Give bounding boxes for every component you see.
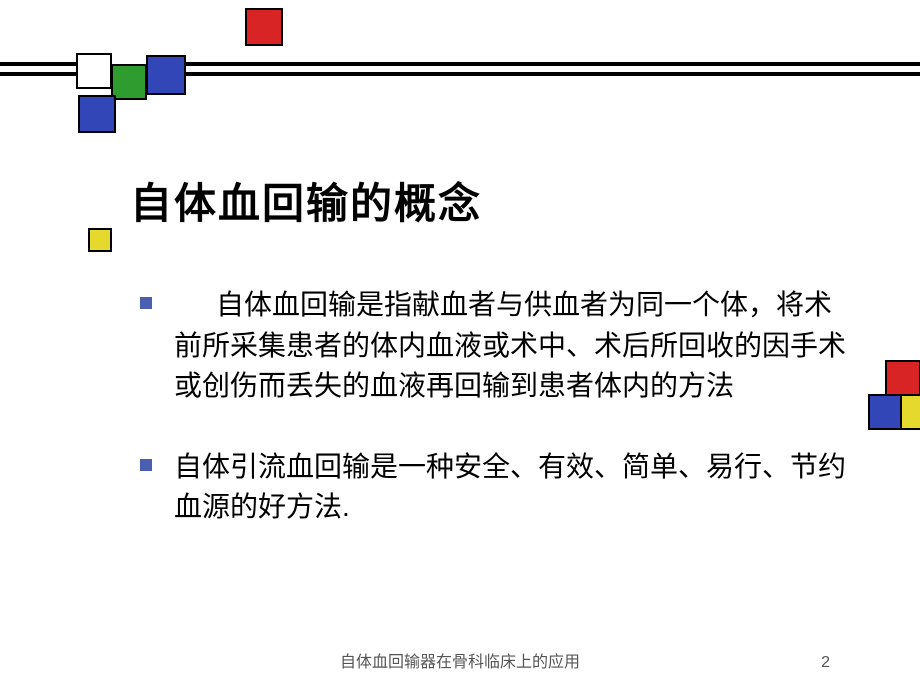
title-accent-square bbox=[88, 228, 112, 252]
bullet-icon bbox=[140, 459, 152, 471]
decor-line bbox=[0, 62, 80, 66]
decor-line bbox=[0, 72, 80, 76]
bullet-item: 自体引流血回输是一种安全、有效、简单、易行、节约血源的好方法. bbox=[140, 447, 850, 528]
decor-square-green bbox=[111, 64, 147, 100]
decor-square-blue bbox=[146, 55, 186, 95]
content-area: 自体血回输是指献血者与供血者为同一个体，将术前所采集患者的体内血液或术中、术后所… bbox=[140, 285, 850, 568]
footer-text: 自体血回输器在骨科临床上的应用 bbox=[0, 648, 920, 672]
decor-square-white bbox=[76, 53, 112, 89]
bullet-icon bbox=[140, 297, 152, 309]
decor-square-yellow bbox=[900, 394, 920, 430]
decor-square-red bbox=[245, 8, 283, 46]
bullet-item: 自体血回输是指献血者与供血者为同一个体，将术前所采集患者的体内血液或术中、术后所… bbox=[140, 285, 850, 407]
bullet-text: 自体引流血回输是一种安全、有效、简单、易行、节约血源的好方法. bbox=[174, 447, 850, 528]
decor-line bbox=[182, 72, 920, 76]
decor-square-red bbox=[885, 360, 920, 396]
top-decoration bbox=[0, 0, 920, 150]
decor-square-blue bbox=[868, 394, 904, 430]
decor-square-blue bbox=[78, 95, 116, 133]
page-number: 2 bbox=[821, 654, 830, 672]
bullet-text: 自体血回输是指献血者与供血者为同一个体，将术前所采集患者的体内血液或术中、术后所… bbox=[174, 285, 850, 407]
slide-title: 自体血回输的概念 bbox=[130, 170, 482, 231]
decor-line bbox=[182, 62, 920, 66]
